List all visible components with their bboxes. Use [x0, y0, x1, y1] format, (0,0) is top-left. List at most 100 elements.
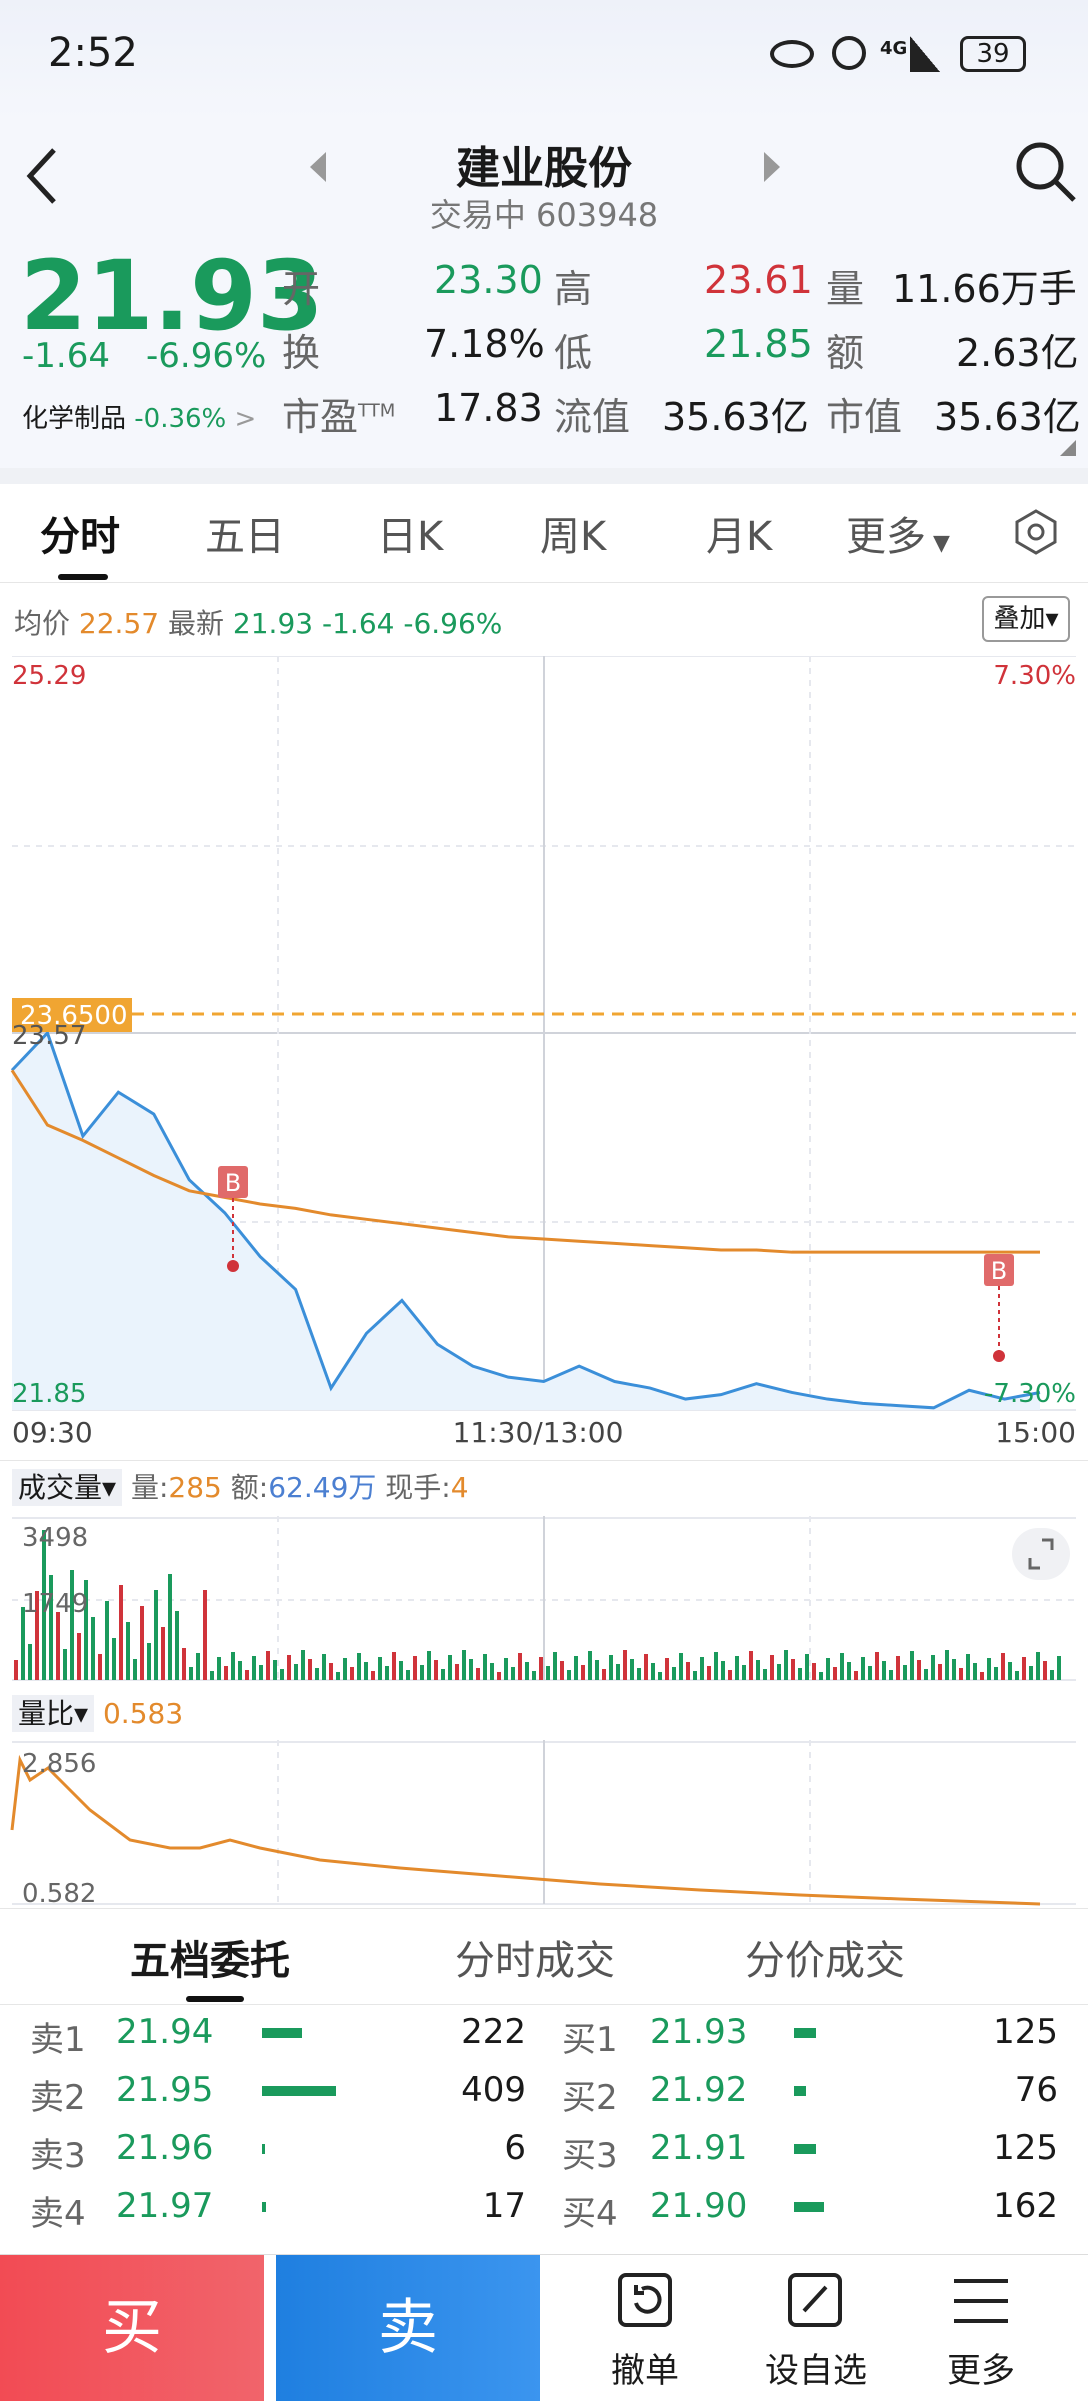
volume-bar — [217, 1657, 221, 1680]
sell-price: 21.96 — [116, 2128, 214, 2168]
volume-bar — [476, 1668, 480, 1680]
volume-bar — [490, 1663, 494, 1680]
tab-weekly-k[interactable]: 周K — [540, 514, 607, 560]
fullscreen-button — [1012, 1528, 1070, 1580]
buy-price: 21.92 — [650, 2070, 748, 2110]
volume-bar — [483, 1654, 487, 1680]
volume-bar — [1050, 1670, 1054, 1680]
volume-bar — [392, 1652, 396, 1680]
buy-price: 21.93 — [650, 2012, 748, 2052]
volume-bar — [56, 1612, 60, 1680]
field-value: 23.61 — [704, 258, 813, 302]
cancel-order-button[interactable]: 撤单 — [580, 2255, 710, 2401]
settings-hex-icon[interactable] — [1012, 508, 1060, 556]
volume-bar — [189, 1667, 193, 1680]
tab-5day[interactable]: 五日 — [205, 514, 285, 560]
sell-price: 21.94 — [116, 2012, 214, 2052]
tab-more[interactable]: 更多 ▼ — [846, 514, 950, 560]
volume-bar — [154, 1590, 158, 1680]
volume-bar — [868, 1666, 872, 1680]
chart-info: 均价 22.57 最新 21.93 -1.64 -6.96% — [14, 602, 502, 642]
volume-bar — [833, 1667, 837, 1680]
volume-bar — [924, 1669, 928, 1680]
buy-button[interactable]: 买 — [0, 2255, 264, 2401]
more-button[interactable]: 更多 — [916, 2255, 1046, 2401]
quote-panel: 21.93 -1.64 -6.96% 化学制品 -0.36% > 开 23.30… — [0, 240, 1088, 468]
volume-bar — [546, 1666, 550, 1680]
tab-trades[interactable]: 分时成交 — [455, 1938, 615, 1984]
volume-bar — [434, 1660, 438, 1680]
price-area — [12, 1033, 1040, 1410]
status-time: 2:52 — [48, 30, 138, 76]
ratio-chart: 2.856 0.582 — [10, 1740, 1076, 1909]
volume-bar — [273, 1660, 277, 1680]
volume-bar — [966, 1654, 970, 1680]
expand-corner-icon[interactable] — [1060, 440, 1076, 456]
volume-bar — [847, 1662, 851, 1680]
field-label: 市值 — [826, 395, 903, 439]
volume-bar — [126, 1622, 130, 1680]
field-label: 流值 — [554, 395, 631, 439]
tab-price-trades[interactable]: 分价成交 — [745, 1938, 905, 1984]
sector-link[interactable]: 化学制品 -0.36% > — [22, 404, 257, 434]
tab-orderbook[interactable]: 五档委托 — [130, 1938, 290, 1984]
overlay-button[interactable]: 叠加▾ — [982, 596, 1070, 642]
field-value: 23.30 — [434, 258, 543, 302]
field-label: 开 — [282, 267, 321, 311]
field-label: 市盈TTM — [282, 386, 395, 441]
amt-label: 额: — [230, 1471, 269, 1504]
volume-bar — [630, 1659, 634, 1680]
volume-bar — [553, 1652, 557, 1680]
volume-bar — [665, 1658, 669, 1680]
sell-qty: 409 — [461, 2070, 526, 2110]
vol-mid-label: 1749 — [22, 1589, 88, 1619]
average-line — [10, 1069, 1040, 1254]
volume-bar — [280, 1669, 284, 1680]
buy-qty: 76 — [1014, 2070, 1058, 2110]
last-label: 最新 — [168, 607, 225, 640]
intraday-chart[interactable]: 23.6500 23.57 25.29 7.30% 21.85 -7.30% 0… — [0, 656, 1088, 1456]
volume-bar — [560, 1661, 564, 1680]
tab-daily-k[interactable]: 日K — [377, 514, 444, 560]
volume-bar — [140, 1606, 144, 1680]
volume-bar — [728, 1670, 732, 1680]
volume-bar — [1029, 1666, 1033, 1680]
more-label: 更多 — [947, 2351, 1015, 2391]
divider — [0, 1908, 1088, 1909]
sell-button[interactable]: 卖 — [276, 2255, 540, 2401]
volume-bar — [973, 1663, 977, 1680]
field-value: 17.83 — [434, 386, 543, 430]
volume-bar — [994, 1667, 998, 1680]
volume-bar — [784, 1650, 788, 1680]
volume-bar — [945, 1650, 949, 1680]
prev-stock-icon[interactable] — [306, 150, 330, 184]
buy-level: 买1 — [562, 2020, 618, 2060]
status-bar: 2:52 4G 39 — [0, 0, 1088, 120]
x-label-mid: 11:30/13:00 — [453, 1416, 624, 1449]
volume-bar — [511, 1667, 515, 1680]
buy-marker-label: B — [991, 1257, 1007, 1285]
next-stock-icon[interactable] — [760, 150, 784, 184]
tab-intraday[interactable]: 分时 — [40, 514, 120, 560]
field-value: 21.85 — [704, 322, 813, 366]
volume-selector[interactable]: 成交量▾ — [12, 1469, 123, 1506]
ratio-selector[interactable]: 量比▾ — [12, 1695, 95, 1732]
add-watchlist-button[interactable]: 设自选 — [746, 2255, 886, 2401]
volume-bar — [714, 1652, 718, 1680]
volume-bar — [658, 1672, 662, 1680]
back-icon[interactable] — [22, 146, 62, 206]
x-label-open: 09:30 — [12, 1416, 93, 1449]
volume-bar — [238, 1661, 242, 1680]
volume-bar — [644, 1654, 648, 1680]
volume-bar — [903, 1665, 907, 1680]
volume-bar — [21, 1607, 25, 1680]
volume-bar — [406, 1670, 410, 1680]
volume-bar — [896, 1656, 900, 1680]
volume-bar — [1043, 1661, 1047, 1680]
search-icon[interactable] — [1014, 140, 1078, 204]
alarm-icon — [832, 36, 866, 70]
volume-bar — [14, 1660, 18, 1680]
tab-monthly-k[interactable]: 月K — [706, 514, 773, 560]
volume-bar — [588, 1651, 592, 1680]
volume-bar — [826, 1658, 830, 1680]
